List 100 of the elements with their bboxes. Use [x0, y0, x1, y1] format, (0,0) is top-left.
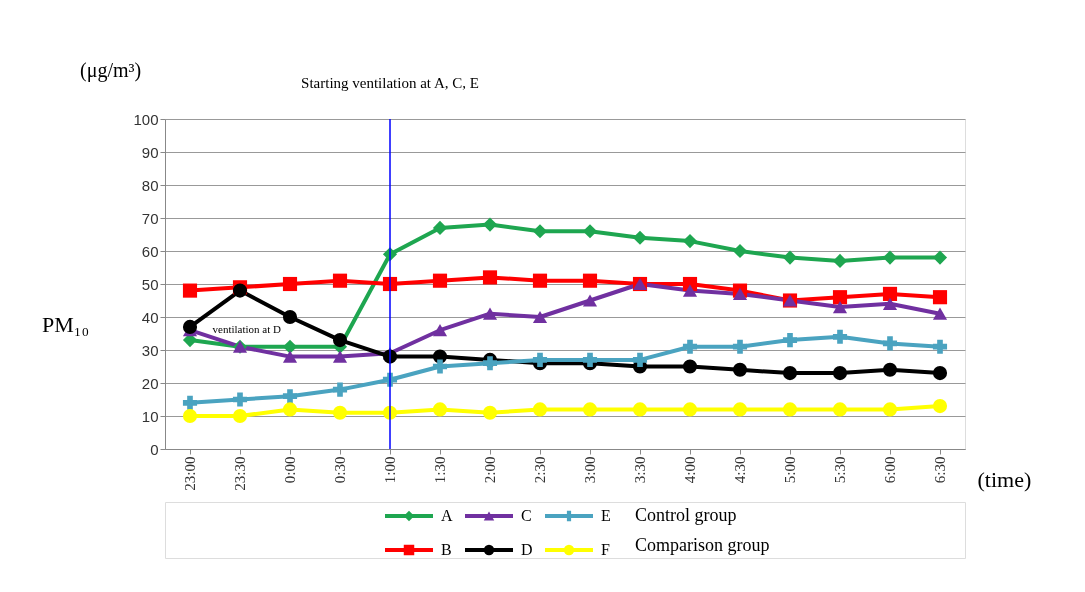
x-tick-label: 1:00 [382, 456, 398, 484]
legend-label: A [441, 507, 453, 524]
x-tick-label: 23:00 [182, 456, 198, 491]
point [782, 333, 798, 348]
point [482, 270, 498, 285]
point [532, 310, 548, 324]
x-tick-label: 5:30 [832, 456, 848, 484]
point [632, 230, 648, 245]
point [682, 339, 698, 354]
point [682, 284, 698, 297]
point [782, 250, 798, 265]
legend-label: B [441, 541, 452, 558]
x-tick-label: 4:30 [732, 456, 748, 484]
point [582, 352, 598, 367]
point [832, 329, 848, 344]
x-tick-label: 23:30 [232, 456, 248, 491]
point [832, 402, 848, 417]
point [482, 307, 498, 320]
text: Control group [635, 505, 737, 525]
point [832, 300, 848, 314]
point [532, 352, 548, 367]
point [932, 399, 948, 414]
point [882, 286, 898, 301]
point [782, 402, 798, 417]
x-tick-label: 5:00 [782, 456, 798, 484]
y-axis-title: PM₁₀ [41, 312, 90, 338]
y-tick-label: 30 [141, 341, 159, 359]
point [282, 402, 298, 417]
point [832, 253, 848, 268]
point [182, 408, 198, 424]
point [682, 402, 698, 417]
y-tick-label: 40 [141, 308, 159, 326]
legend-label: F [601, 541, 610, 558]
x-tick-label: 3:00 [582, 456, 598, 484]
point [732, 243, 748, 259]
point [282, 276, 298, 292]
point [282, 350, 298, 363]
point [732, 362, 748, 377]
point [882, 297, 898, 310]
point [582, 224, 598, 239]
point [582, 402, 598, 417]
point [282, 309, 298, 325]
point [832, 290, 848, 305]
point [932, 250, 948, 265]
x-tick-label: 2:00 [482, 456, 498, 484]
legend-label: C [521, 507, 532, 524]
ref-line-label: Starting ventilation at A, C, E [301, 75, 479, 91]
x-tick-label: 6:30 [932, 456, 948, 484]
point [432, 273, 448, 288]
point [232, 408, 248, 424]
y-tick-label: 80 [141, 176, 159, 194]
y-tick-label: 10 [141, 407, 159, 425]
point [882, 250, 898, 265]
legend-label: D [521, 541, 533, 558]
point [932, 307, 948, 320]
point [632, 352, 648, 367]
point [832, 366, 848, 381]
point [732, 339, 748, 354]
y-tick-label: 90 [141, 143, 159, 161]
y-tick-label: 20 [141, 374, 159, 392]
y-tick-label: 50 [141, 275, 159, 293]
point [282, 389, 298, 404]
point [882, 402, 898, 417]
y-tick-label: 0 [150, 440, 159, 458]
point [482, 405, 498, 420]
point [532, 224, 548, 239]
legend-label: E [601, 507, 611, 524]
annotation: ventilation at D [212, 323, 281, 336]
x-tick-label: 2:30 [532, 456, 548, 484]
x-tick-label: 0:00 [282, 456, 298, 484]
point [782, 366, 798, 381]
point [682, 234, 698, 249]
point [582, 294, 598, 307]
point [432, 402, 448, 417]
x-tick-label: 6:00 [882, 456, 898, 484]
point [182, 395, 198, 410]
point [432, 220, 448, 235]
x-tick-label: 1:30 [432, 456, 448, 484]
point [882, 336, 898, 351]
x-tick-label: 3:30 [632, 456, 648, 484]
point [532, 273, 548, 288]
point [732, 287, 748, 301]
point [582, 273, 598, 288]
y-tick-label: 100 [133, 110, 159, 128]
point [182, 283, 198, 298]
point [182, 319, 198, 334]
x-tick-label: 0:30 [332, 456, 348, 484]
point [932, 339, 948, 354]
text: Comparison group [635, 535, 770, 555]
text: (μg/m³) [80, 59, 142, 82]
point [432, 324, 448, 337]
point [632, 402, 648, 417]
point [332, 382, 348, 397]
point [332, 273, 348, 288]
point [932, 290, 948, 305]
point [732, 402, 748, 417]
point [282, 339, 298, 354]
y-tick-label: 60 [141, 242, 159, 260]
point [432, 359, 448, 374]
point [482, 356, 498, 371]
